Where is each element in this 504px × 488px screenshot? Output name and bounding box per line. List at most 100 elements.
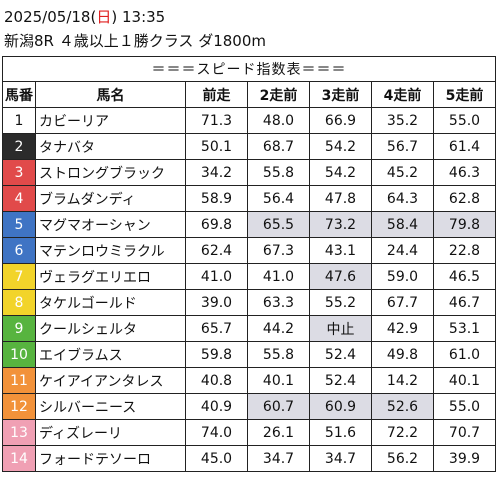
table-body: 1 カビーリア 71.3 48.0 66.9 35.2 55.0 2 タナバタ 50.1 68.7 5… xyxy=(2,107,496,472)
speed-index-cell: 62.4 xyxy=(185,237,248,264)
speed-index-cell: 50.1 xyxy=(185,133,248,160)
race-datetime: 2025/05/18(日) 13:35 xyxy=(4,8,165,26)
speed-index-cell: 47.6 xyxy=(309,263,372,290)
column-header: 馬名 xyxy=(35,81,186,108)
speed-index-cell: 55.0 xyxy=(433,393,496,420)
horse-number: 10 xyxy=(2,341,36,368)
speed-index-cell: 64.3 xyxy=(371,185,434,212)
speed-index-cell: 58.4 xyxy=(371,211,434,238)
weekday: 日 xyxy=(96,8,112,26)
speed-index-cell: 66.9 xyxy=(309,107,372,134)
horse-name: マグマオーシャン xyxy=(35,211,186,238)
table-row: 8 タケルゴールド 39.0 63.3 55.2 67.7 46.7 xyxy=(2,289,496,316)
horse-number: 14 xyxy=(2,445,36,472)
horse-name: ブラムダンディ xyxy=(35,185,186,212)
table-row: 4 ブラムダンディ 58.9 56.4 47.8 64.3 62.8 xyxy=(2,185,496,212)
column-header: 5走前 xyxy=(433,81,496,108)
speed-index-cell: 40.1 xyxy=(247,367,310,394)
speed-index-cell: 46.3 xyxy=(433,159,496,186)
race-time: 13:35 xyxy=(121,8,166,26)
table-row: 14 フォードテソーロ 45.0 34.7 34.7 56.2 39.9 xyxy=(2,445,496,472)
speed-index-cell: 48.0 xyxy=(247,107,310,134)
speed-index-cell: 34.7 xyxy=(247,445,310,472)
speed-index-cell: 55.8 xyxy=(247,341,310,368)
speed-index-cell: 52.4 xyxy=(309,341,372,368)
table-row: 11 ケイアイアンタレス 40.8 40.1 52.4 14.2 40.1 xyxy=(2,367,496,394)
speed-index-cell: 52.6 xyxy=(371,393,434,420)
table-row: 3 ストロングブラック 34.2 55.8 54.2 45.2 46.3 xyxy=(2,159,496,186)
speed-index-cell: 42.9 xyxy=(371,315,434,342)
speed-index-cell: 51.6 xyxy=(309,419,372,446)
weekday-open: ( xyxy=(90,8,97,26)
speed-index-cell: 53.1 xyxy=(433,315,496,342)
horse-number: 1 xyxy=(2,107,36,134)
speed-index-cell: 40.9 xyxy=(185,393,248,420)
table-row: 7 ヴェラグエリエロ 41.0 41.0 47.6 59.0 46.5 xyxy=(2,263,496,290)
horse-name: カビーリア xyxy=(35,107,186,134)
speed-index-cell: 中止 xyxy=(309,315,372,342)
speed-index-cell: 41.0 xyxy=(185,263,248,290)
speed-index-cell: 39.0 xyxy=(185,289,248,316)
speed-index-cell: 62.8 xyxy=(433,185,496,212)
table-header-row: 馬番 馬名 前走 2走前 3走前 4走前 5走前 xyxy=(2,81,496,108)
speed-index-cell: 79.8 xyxy=(433,211,496,238)
speed-index-cell: 65.5 xyxy=(247,211,310,238)
speed-index-cell: 56.2 xyxy=(371,445,434,472)
weekday-close: ) xyxy=(111,8,118,26)
horse-number: 6 xyxy=(2,237,36,264)
table-row: 13 ディズレーリ 74.0 26.1 51.6 72.2 70.7 xyxy=(2,419,496,446)
table-row: 6 マテンロウミラクル 62.4 67.3 43.1 24.4 22.8 xyxy=(2,237,496,264)
horse-number: 9 xyxy=(2,315,36,342)
speed-index-cell: 35.2 xyxy=(371,107,434,134)
horse-number: 4 xyxy=(2,185,36,212)
table-row: 10 エイブラムス 59.8 55.8 52.4 49.8 61.0 xyxy=(2,341,496,368)
speed-index-cell: 55.8 xyxy=(247,159,310,186)
table-row: 9 クールシェルタ 65.7 44.2 中止 42.9 53.1 xyxy=(2,315,496,342)
horse-number: 11 xyxy=(2,367,36,394)
horse-number: 3 xyxy=(2,159,36,186)
speed-index-cell: 71.3 xyxy=(185,107,248,134)
speed-index-cell: 40.8 xyxy=(185,367,248,394)
speed-index-cell: 41.0 xyxy=(247,263,310,290)
speed-index-cell: 67.3 xyxy=(247,237,310,264)
column-header: 4走前 xyxy=(371,81,434,108)
speed-index-cell: 70.7 xyxy=(433,419,496,446)
horse-name: シルバーニース xyxy=(35,393,186,420)
race-info: 新潟8R ４歳以上１勝クラス ダ1800m xyxy=(4,32,266,50)
speed-index-cell: 22.8 xyxy=(433,237,496,264)
speed-index-cell: 67.7 xyxy=(371,289,434,316)
speed-index-cell: 47.8 xyxy=(309,185,372,212)
horse-name: ストロングブラック xyxy=(35,159,186,186)
speed-index-cell: 40.1 xyxy=(433,367,496,394)
horse-name: タナバタ xyxy=(35,133,186,160)
table-row: 5 マグマオーシャン 69.8 65.5 73.2 58.4 79.8 xyxy=(2,211,496,238)
table-row: 2 タナバタ 50.1 68.7 54.2 56.7 61.4 xyxy=(2,133,496,160)
speed-index-cell: 72.2 xyxy=(371,419,434,446)
speed-index-cell: 54.2 xyxy=(309,133,372,160)
speed-index-cell: 60.7 xyxy=(247,393,310,420)
horse-name: タケルゴールド xyxy=(35,289,186,316)
horse-number: 8 xyxy=(2,289,36,316)
speed-index-cell: 63.3 xyxy=(247,289,310,316)
horse-name: ヴェラグエリエロ xyxy=(35,263,186,290)
speed-index-cell: 58.9 xyxy=(185,185,248,212)
column-header: 前走 xyxy=(185,81,248,108)
speed-index-cell: 54.2 xyxy=(309,159,372,186)
column-header: 馬番 xyxy=(2,81,36,108)
speed-index-cell: 45.0 xyxy=(185,445,248,472)
horse-name: ディズレーリ xyxy=(35,419,186,446)
speed-index-cell: 65.7 xyxy=(185,315,248,342)
speed-index-cell: 39.9 xyxy=(433,445,496,472)
speed-index-cell: 24.4 xyxy=(371,237,434,264)
column-header: 3走前 xyxy=(309,81,372,108)
speed-index-cell: 46.7 xyxy=(433,289,496,316)
speed-index-cell: 56.4 xyxy=(247,185,310,212)
horse-number: 2 xyxy=(2,133,36,160)
speed-index-cell: 49.8 xyxy=(371,341,434,368)
horse-name: ケイアイアンタレス xyxy=(35,367,186,394)
horse-number: 7 xyxy=(2,263,36,290)
speed-index-cell: 43.1 xyxy=(309,237,372,264)
speed-index-cell: 52.4 xyxy=(309,367,372,394)
speed-index-cell: 55.2 xyxy=(309,289,372,316)
speed-index-cell: 26.1 xyxy=(247,419,310,446)
